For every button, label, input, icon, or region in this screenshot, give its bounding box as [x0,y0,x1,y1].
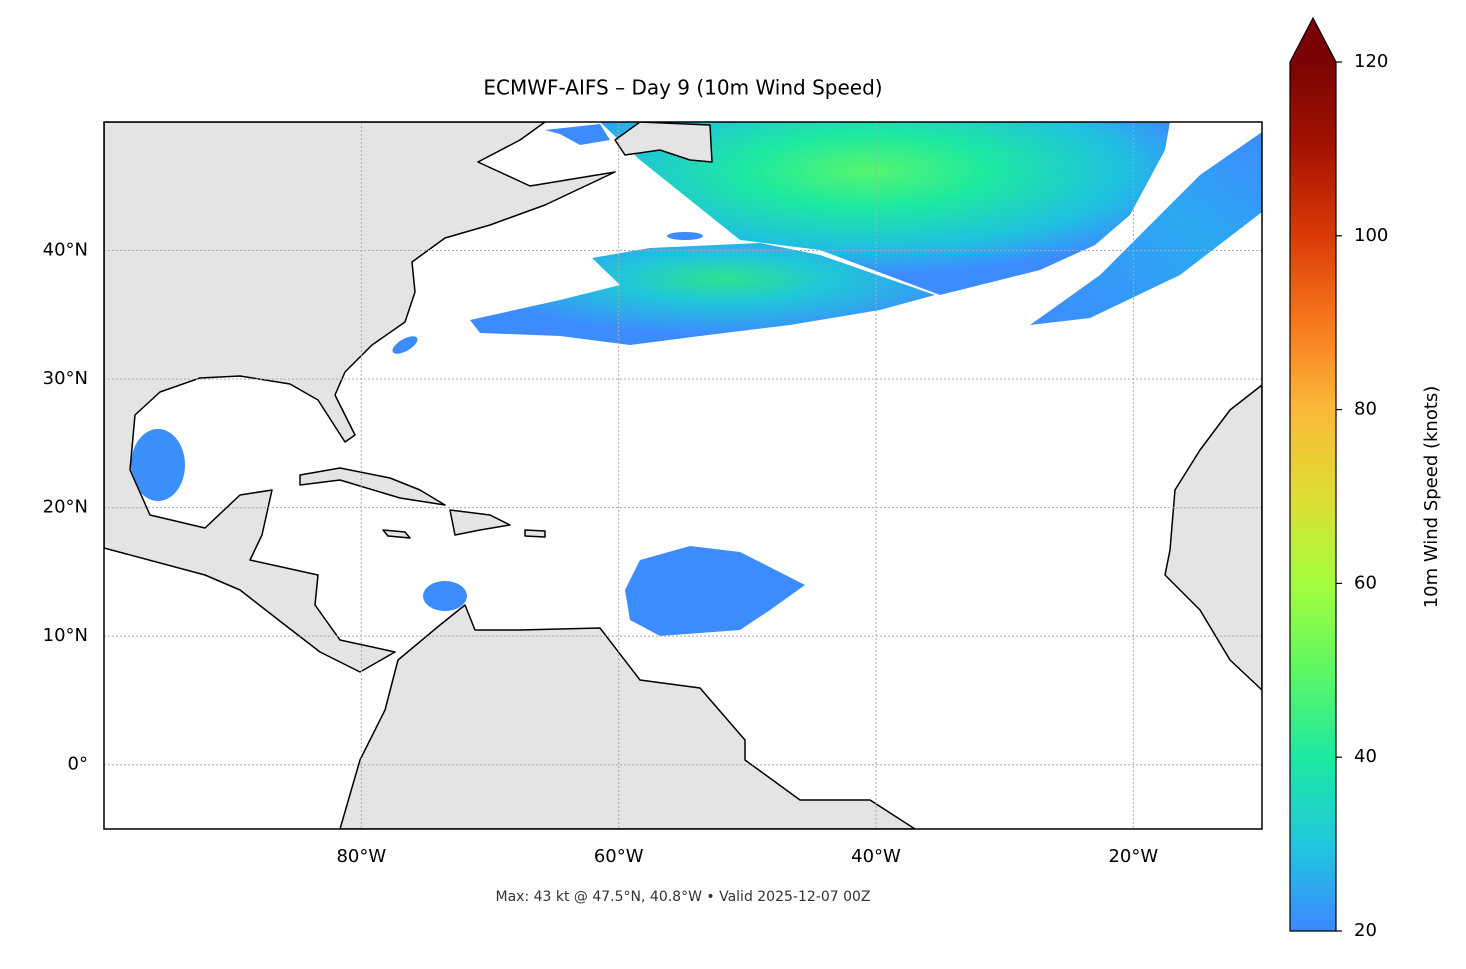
wind-area [470,243,935,345]
land [339,604,916,829]
wind-area [625,546,805,636]
y-tick-label: 0° [68,754,88,775]
x-tick-label: 60°W [594,846,644,867]
wind-area [131,429,185,501]
land [449,509,511,536]
land [104,122,616,673]
colorbar-tick-label: 60 [1354,572,1377,593]
y-tick-label: 20°N [43,497,88,518]
wind-area [392,336,418,354]
colorbar-tick-label: 100 [1354,225,1388,246]
wind-area [600,122,1170,295]
wind-area [1030,132,1262,325]
colorbar-tick-label: 40 [1354,746,1377,767]
x-tick-label: 40°W [851,846,901,867]
land [1164,384,1262,691]
x-tick-label: 80°W [336,846,386,867]
map-frame [103,121,1263,830]
wind-area [423,581,467,611]
wind-area [667,232,703,240]
colorbar-tick-label: 80 [1354,399,1377,420]
wind-area [545,124,610,145]
annotation: Max: 43 kt @ 47.5°N, 40.8°W • Valid 2025… [496,889,871,905]
colorbar [1290,62,1336,931]
y-tick-label: 10°N [43,625,88,646]
colorbar-extend [1290,18,1336,62]
y-tick-label: 30°N [43,368,88,389]
land [524,529,546,538]
colorbar-tick-label: 120 [1354,51,1388,72]
y-tick-label: 40°N [43,240,88,261]
land [299,467,446,506]
colorbar-label: 10m Wind Speed (knots) [1421,386,1442,609]
colorbar-frame [1289,16,1337,932]
land [382,529,411,539]
map [104,122,1262,829]
x-tick-label: 20°W [1108,846,1158,867]
colorbar-tick-label: 20 [1354,920,1377,941]
chart-title: ECMWF-AIFS – Day 9 (10m Wind Speed) [483,76,882,100]
